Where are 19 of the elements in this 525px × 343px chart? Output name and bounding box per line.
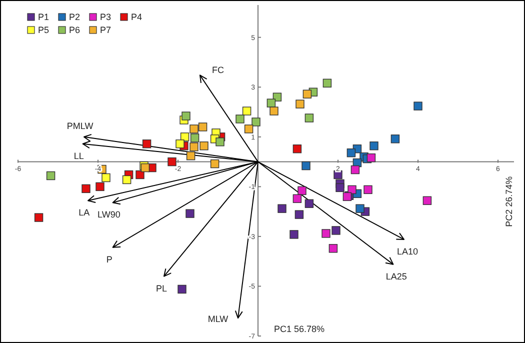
legend-label: P1 [38, 12, 50, 22]
series-label: PL [156, 283, 167, 294]
legend-label: P2 [69, 12, 80, 22]
series-label: LA10 [397, 246, 418, 256]
series-label: LW90 [98, 210, 120, 220]
series-label: LA [78, 208, 90, 218]
series-label: MLW [208, 314, 229, 324]
series-label: LA25 [386, 271, 407, 282]
series-label: PMLW [66, 120, 94, 131]
legend-label: P7 [100, 25, 112, 35]
legend-label: P4 [131, 12, 142, 22]
x-axis-title: PC1 56.78% [274, 324, 325, 334]
y-axis-title: PC2 26.74% [504, 176, 514, 227]
legend-label: P3 [100, 12, 112, 22]
legend-label: P5 [38, 25, 50, 35]
legend-label: P6 [69, 25, 80, 35]
series-label: LL [74, 150, 84, 161]
series-label: FC [212, 65, 224, 76]
series-label: P [106, 254, 112, 264]
